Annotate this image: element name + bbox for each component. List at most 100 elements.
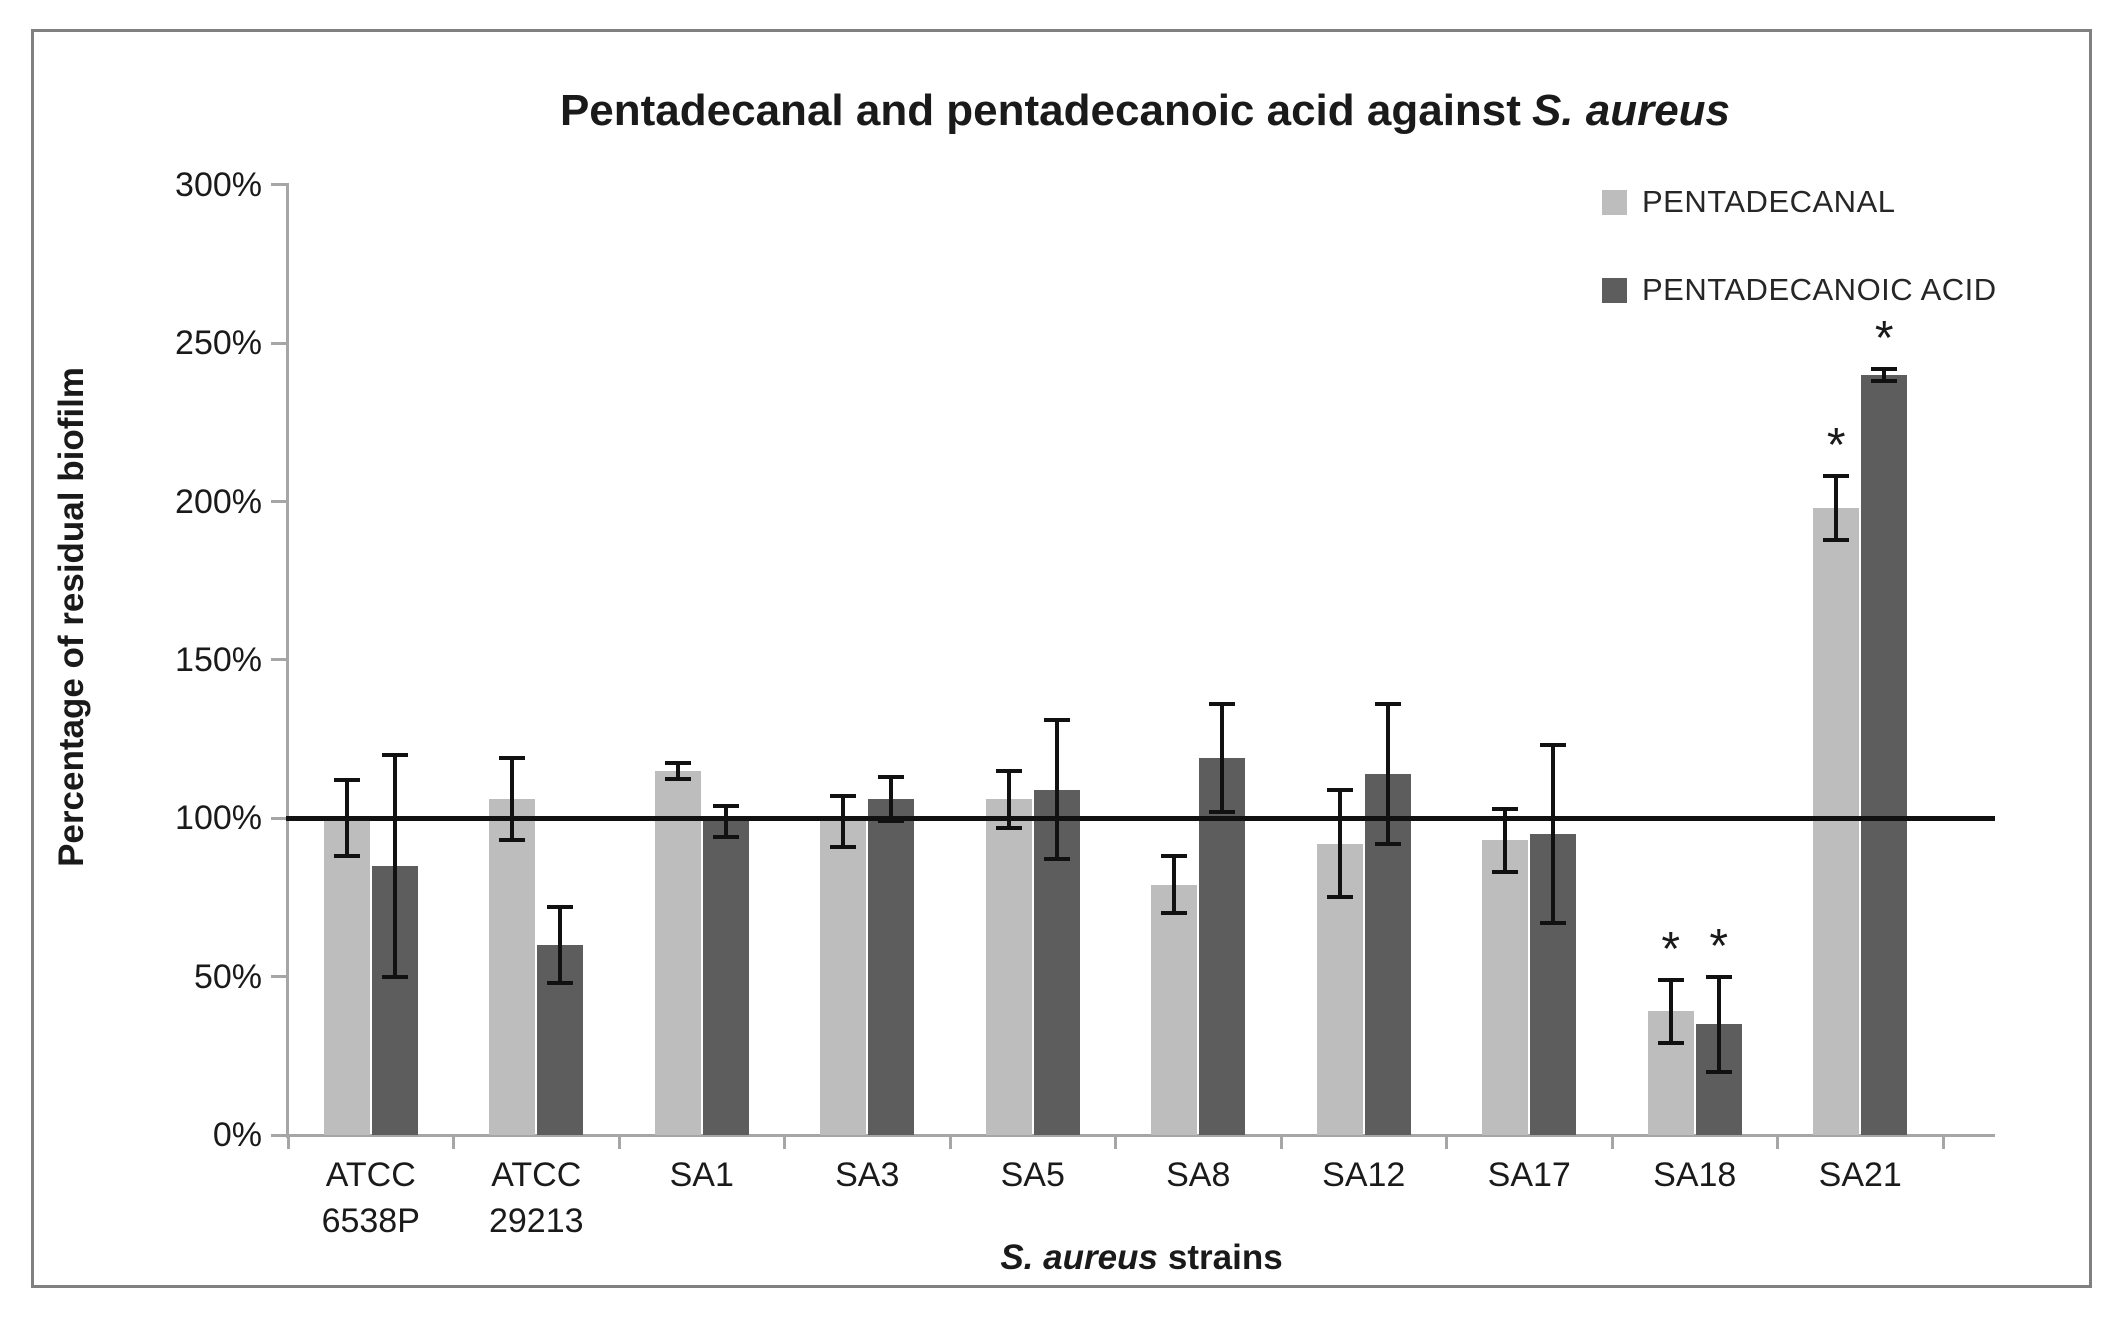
x-axis-tick [1941,1135,1945,1149]
significance-asterisk-pentadecanoic-acid-SA18: * [1709,919,1729,973]
x-category-label-SA17: SA17 [1487,1156,1571,1194]
error-bar-cap-bottom-pentadecanal-SA5 [995,825,1022,830]
error-bar-cap-top-pentadecanoic-acid-ATCC 29213 [547,904,574,909]
bar-pentadecanoic-acid-SA21 [1861,374,1908,1135]
y-axis-tick [271,816,287,820]
error-bar-cap-top-pentadecanoic-acid-SA12 [1374,702,1401,707]
error-bar-cap-bottom-pentadecanoic-acid-SA17 [1540,920,1567,925]
x-category-label-SA12: SA12 [1322,1156,1406,1194]
x-axis-title: S. aureus strains [288,1238,1995,1278]
error-bar-cap-top-pentadecanoic-acid-SA3 [878,775,905,780]
y-axis-tick [271,183,287,187]
error-bar-cap-bottom-pentadecanal-ATCC 6538P [333,854,360,859]
y-axis-tick-label: 0% [212,1116,262,1154]
error-bar-line-pentadecanoic-acid-SA17 [1551,745,1556,923]
x-category-label-SA21: SA21 [1818,1156,1902,1194]
error-bar-line-pentadecanoic-acid-SA12 [1385,704,1390,844]
error-bar-line-pentadecanoic-acid-ATCC 29213 [558,906,563,983]
error-bar-cap-bottom-pentadecanoic-acid-ATCC 6538P [381,974,408,979]
error-bar-cap-top-pentadecanal-SA12 [1326,787,1353,792]
x-category-label-SA8: SA8 [1166,1156,1231,1194]
error-bar-line-pentadecanal-SA18 [1668,979,1673,1044]
error-bar-cap-bottom-pentadecanal-ATCC 29213 [499,838,526,843]
error-bar-cap-top-pentadecanal-SA5 [995,768,1022,773]
error-bar-cap-bottom-pentadecanoic-acid-SA21 [1871,379,1898,384]
x-axis-tick [1445,1135,1448,1149]
y-axis-tick-label: 250% [175,324,262,363]
y-axis-tick-label: 100% [175,799,262,838]
x-axis-tick [452,1135,455,1149]
error-bar-cap-bottom-pentadecanal-SA17 [1492,870,1519,875]
error-bar-cap-bottom-pentadecanoic-acid-SA8 [1209,809,1236,814]
error-bar-cap-bottom-pentadecanal-SA18 [1657,1041,1684,1046]
y-axis-tick-label: 150% [175,640,262,679]
x-axis-tick [783,1135,786,1149]
error-bar-cap-top-pentadecanal-ATCC 29213 [499,756,526,761]
x-axis-tick [1776,1135,1779,1149]
x-axis-line [286,1134,1995,1137]
error-bar-cap-bottom-pentadecanal-SA3 [830,844,857,849]
bar-pentadecanoic-acid-SA3 [868,799,915,1135]
x-axis-tick [948,1135,952,1149]
legend-swatch-pentadecanal [1602,189,1627,215]
bar-pentadecanal-SA21 [1813,507,1860,1135]
legend-label-pentadecanal: PENTADECANAL [1642,184,1896,219]
error-bar-line-pentadecanal-SA17 [1503,808,1508,873]
bar-pentadecanal-ATCC 6538P [323,818,370,1135]
y-axis-tick-label: 300% [175,165,262,204]
x-axis-tick [1610,1135,1614,1149]
error-bar-cap-top-pentadecanoic-acid-ATCC 6538P [381,752,408,757]
x-axis-tick [286,1135,290,1149]
bar-pentadecanal-SA17 [1482,840,1529,1135]
y-axis-tick [271,1133,287,1137]
bar-pentadecanal-SA1 [654,770,701,1135]
x-category-label-SA3: SA3 [835,1156,900,1194]
error-bar-cap-top-pentadecanal-ATCC 6538P [333,778,360,783]
x-axis-title-regular: strains [1167,1238,1283,1277]
y-axis-tick [271,658,287,662]
bar-pentadecanoic-acid-SA1 [702,821,749,1135]
error-bar-line-pentadecanoic-acid-SA8 [1220,704,1225,812]
error-bar-line-pentadecanal-ATCC 6538P [344,780,349,857]
error-bar-cap-top-pentadecanal-SA3 [830,794,857,799]
error-bar-cap-top-pentadecanal-SA1 [664,760,691,765]
error-bar-line-pentadecanal-SA1 [675,762,680,779]
error-bar-cap-bottom-pentadecanal-SA21 [1823,537,1850,542]
error-bar-line-pentadecanoic-acid-SA18 [1716,976,1721,1072]
y-axis-line [286,183,289,1138]
x-axis-tick [617,1135,621,1149]
bar-pentadecanal-SA5 [985,799,1032,1135]
bar-pentadecanal-SA3 [820,821,867,1135]
error-bar-cap-bottom-pentadecanal-SA12 [1326,895,1353,900]
chart-title-regular: Pentadecanal and pentadecanoic acid agai… [559,86,1521,135]
error-bar-cap-top-pentadecanal-SA18 [1657,977,1684,982]
x-axis-title-italic: S. aureus [1000,1238,1158,1277]
bar-pentadecanal-SA8 [1151,884,1198,1135]
error-bar-line-pentadecanal-SA21 [1834,476,1839,540]
bar-pentadecanoic-acid-SA8 [1199,758,1246,1135]
legend-label-pentadecanoic-acid: PENTADECANOIC ACID [1642,272,1997,307]
error-bar-line-pentadecanal-SA5 [1006,770,1011,828]
error-bar-line-pentadecanoic-acid-SA21 [1882,368,1887,382]
error-bar-cap-bottom-pentadecanoic-acid-SA3 [878,819,905,824]
legend-swatch-pentadecanoic-acid [1602,277,1627,303]
chart-title: Pentadecanal and pentadecanoic acid agai… [300,86,1990,136]
error-bar-cap-bottom-pentadecanoic-acid-SA1 [712,835,739,840]
y-axis-tick-label: 50% [193,957,262,996]
error-bar-cap-bottom-pentadecanoic-acid-SA18 [1705,1069,1732,1074]
significance-asterisk-pentadecanal-SA18: * [1661,922,1681,976]
y-axis-tick-label: 200% [175,482,262,521]
reference-line-100pct [286,815,1995,821]
error-bar-cap-bottom-pentadecanoic-acid-ATCC 29213 [547,980,574,985]
error-bar-cap-bottom-pentadecanoic-acid-SA12 [1374,841,1401,846]
error-bar-cap-top-pentadecanoic-acid-SA18 [1705,974,1732,979]
x-category-label-ATCC 29213: ATCC 29213 [488,1156,584,1240]
x-axis-tick [1114,1135,1117,1149]
x-category-label-SA1: SA1 [669,1156,734,1194]
error-bar-cap-top-pentadecanoic-acid-SA17 [1540,743,1567,748]
legend-item-pentadecanal: PENTADECANAL [1602,184,1896,219]
error-bar-line-pentadecanoic-acid-SA5 [1054,720,1059,860]
error-bar-line-pentadecanoic-acid-SA1 [723,805,728,838]
